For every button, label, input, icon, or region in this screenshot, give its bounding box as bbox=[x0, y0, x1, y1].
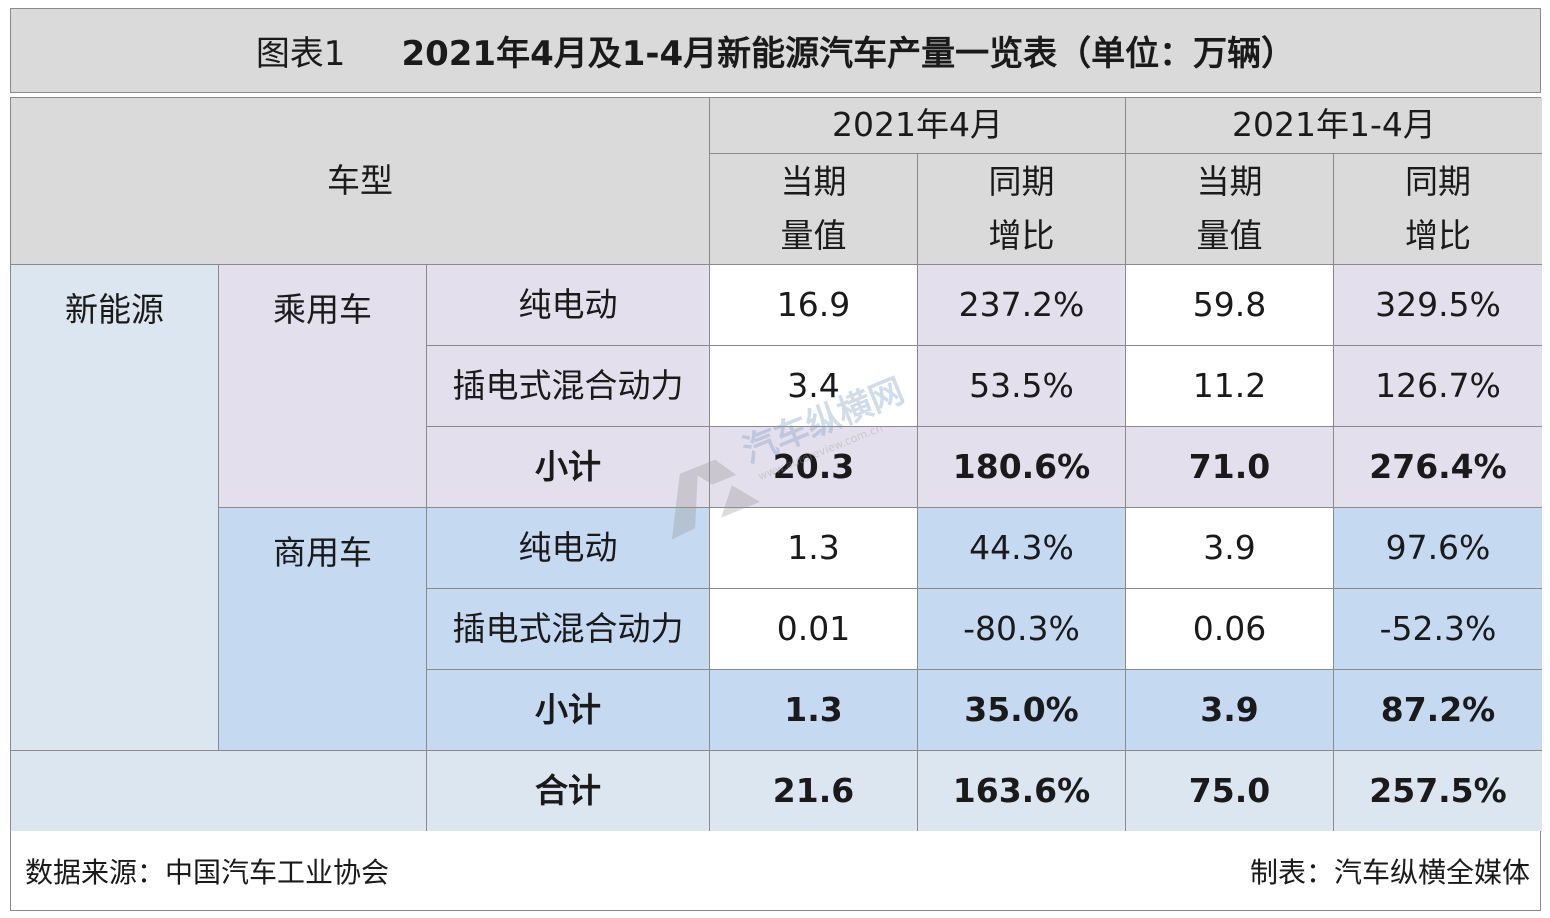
production-table: 车型 2021年4月 2021年1-4月 当期 量值 同期 增比 当期 量值 同… bbox=[10, 97, 1542, 832]
header-vehicle-type: 车型 bbox=[11, 98, 710, 265]
table-cell: 237.2% bbox=[918, 265, 1126, 346]
table-cell-total: 21.6 bbox=[710, 751, 918, 832]
table-title: 2021年4月及1-4月新能源汽车产量一览表（单位：万辆） bbox=[401, 34, 1296, 74]
table-cell-subtotal: 87.2% bbox=[1334, 670, 1542, 751]
table-cell-subtotal: 3.9 bbox=[1126, 670, 1334, 751]
row-label-subtotal: 小计 bbox=[427, 670, 710, 751]
table-cell-subtotal: 276.4% bbox=[1334, 427, 1542, 508]
table-footer: 数据来源：中国汽车工业协会 制表：汽车纵横全媒体 bbox=[10, 831, 1541, 911]
header-period-jan-apr: 2021年1-4月 bbox=[1126, 98, 1542, 154]
table-cell: 126.7% bbox=[1334, 346, 1542, 427]
header-yoy-april: 同期 增比 bbox=[918, 154, 1126, 265]
header-yoy-ytd: 同期 增比 bbox=[1334, 154, 1542, 265]
data-source: 数据来源：中国汽车工业协会 bbox=[25, 855, 390, 889]
table-cell: 44.3% bbox=[918, 508, 1126, 589]
table-cell: 16.9 bbox=[710, 265, 918, 346]
total-spacer bbox=[11, 751, 427, 832]
commercial-vehicle-label: 商用车 bbox=[219, 508, 427, 751]
header-current-value-april: 当期 量值 bbox=[710, 154, 918, 265]
table-cell: 0.01 bbox=[710, 589, 918, 670]
header-period-april: 2021年4月 bbox=[710, 98, 1126, 154]
new-energy-label: 新能源 bbox=[11, 265, 219, 751]
table-maker: 制表：汽车纵横全媒体 bbox=[1249, 855, 1530, 889]
table-cell-subtotal: 71.0 bbox=[1126, 427, 1334, 508]
table-cell: -80.3% bbox=[918, 589, 1126, 670]
row-label: 纯电动 bbox=[427, 508, 710, 589]
table-cell-subtotal: 1.3 bbox=[710, 670, 918, 751]
table-cell: 329.5% bbox=[1334, 265, 1542, 346]
table-title-bar: 图表1 2021年4月及1-4月新能源汽车产量一览表（单位：万辆） bbox=[10, 8, 1541, 93]
table-cell: 3.4 bbox=[710, 346, 918, 427]
table-cell-subtotal: 180.6% bbox=[918, 427, 1126, 508]
passenger-car-label: 乘用车 bbox=[219, 265, 427, 508]
table-cell-total: 257.5% bbox=[1334, 751, 1542, 832]
table-cell: 53.5% bbox=[918, 346, 1126, 427]
row-label: 插电式混合动力 bbox=[427, 589, 710, 670]
table-cell: 97.6% bbox=[1334, 508, 1542, 589]
table-cell: 0.06 bbox=[1126, 589, 1334, 670]
row-label-subtotal: 小计 bbox=[427, 427, 710, 508]
row-label: 纯电动 bbox=[427, 265, 710, 346]
table-cell: -52.3% bbox=[1334, 589, 1542, 670]
row-label: 插电式混合动力 bbox=[427, 346, 710, 427]
header-current-value-ytd: 当期 量值 bbox=[1126, 154, 1334, 265]
table-cell-subtotal: 20.3 bbox=[710, 427, 918, 508]
table-cell-subtotal: 35.0% bbox=[918, 670, 1126, 751]
table-cell-total: 75.0 bbox=[1126, 751, 1334, 832]
table-cell: 59.8 bbox=[1126, 265, 1334, 346]
table-cell: 1.3 bbox=[710, 508, 918, 589]
table-cell: 11.2 bbox=[1126, 346, 1334, 427]
row-label-total: 合计 bbox=[427, 751, 710, 832]
figure-label: 图表1 bbox=[255, 34, 346, 74]
table-cell: 3.9 bbox=[1126, 508, 1334, 589]
table-cell-total: 163.6% bbox=[918, 751, 1126, 832]
